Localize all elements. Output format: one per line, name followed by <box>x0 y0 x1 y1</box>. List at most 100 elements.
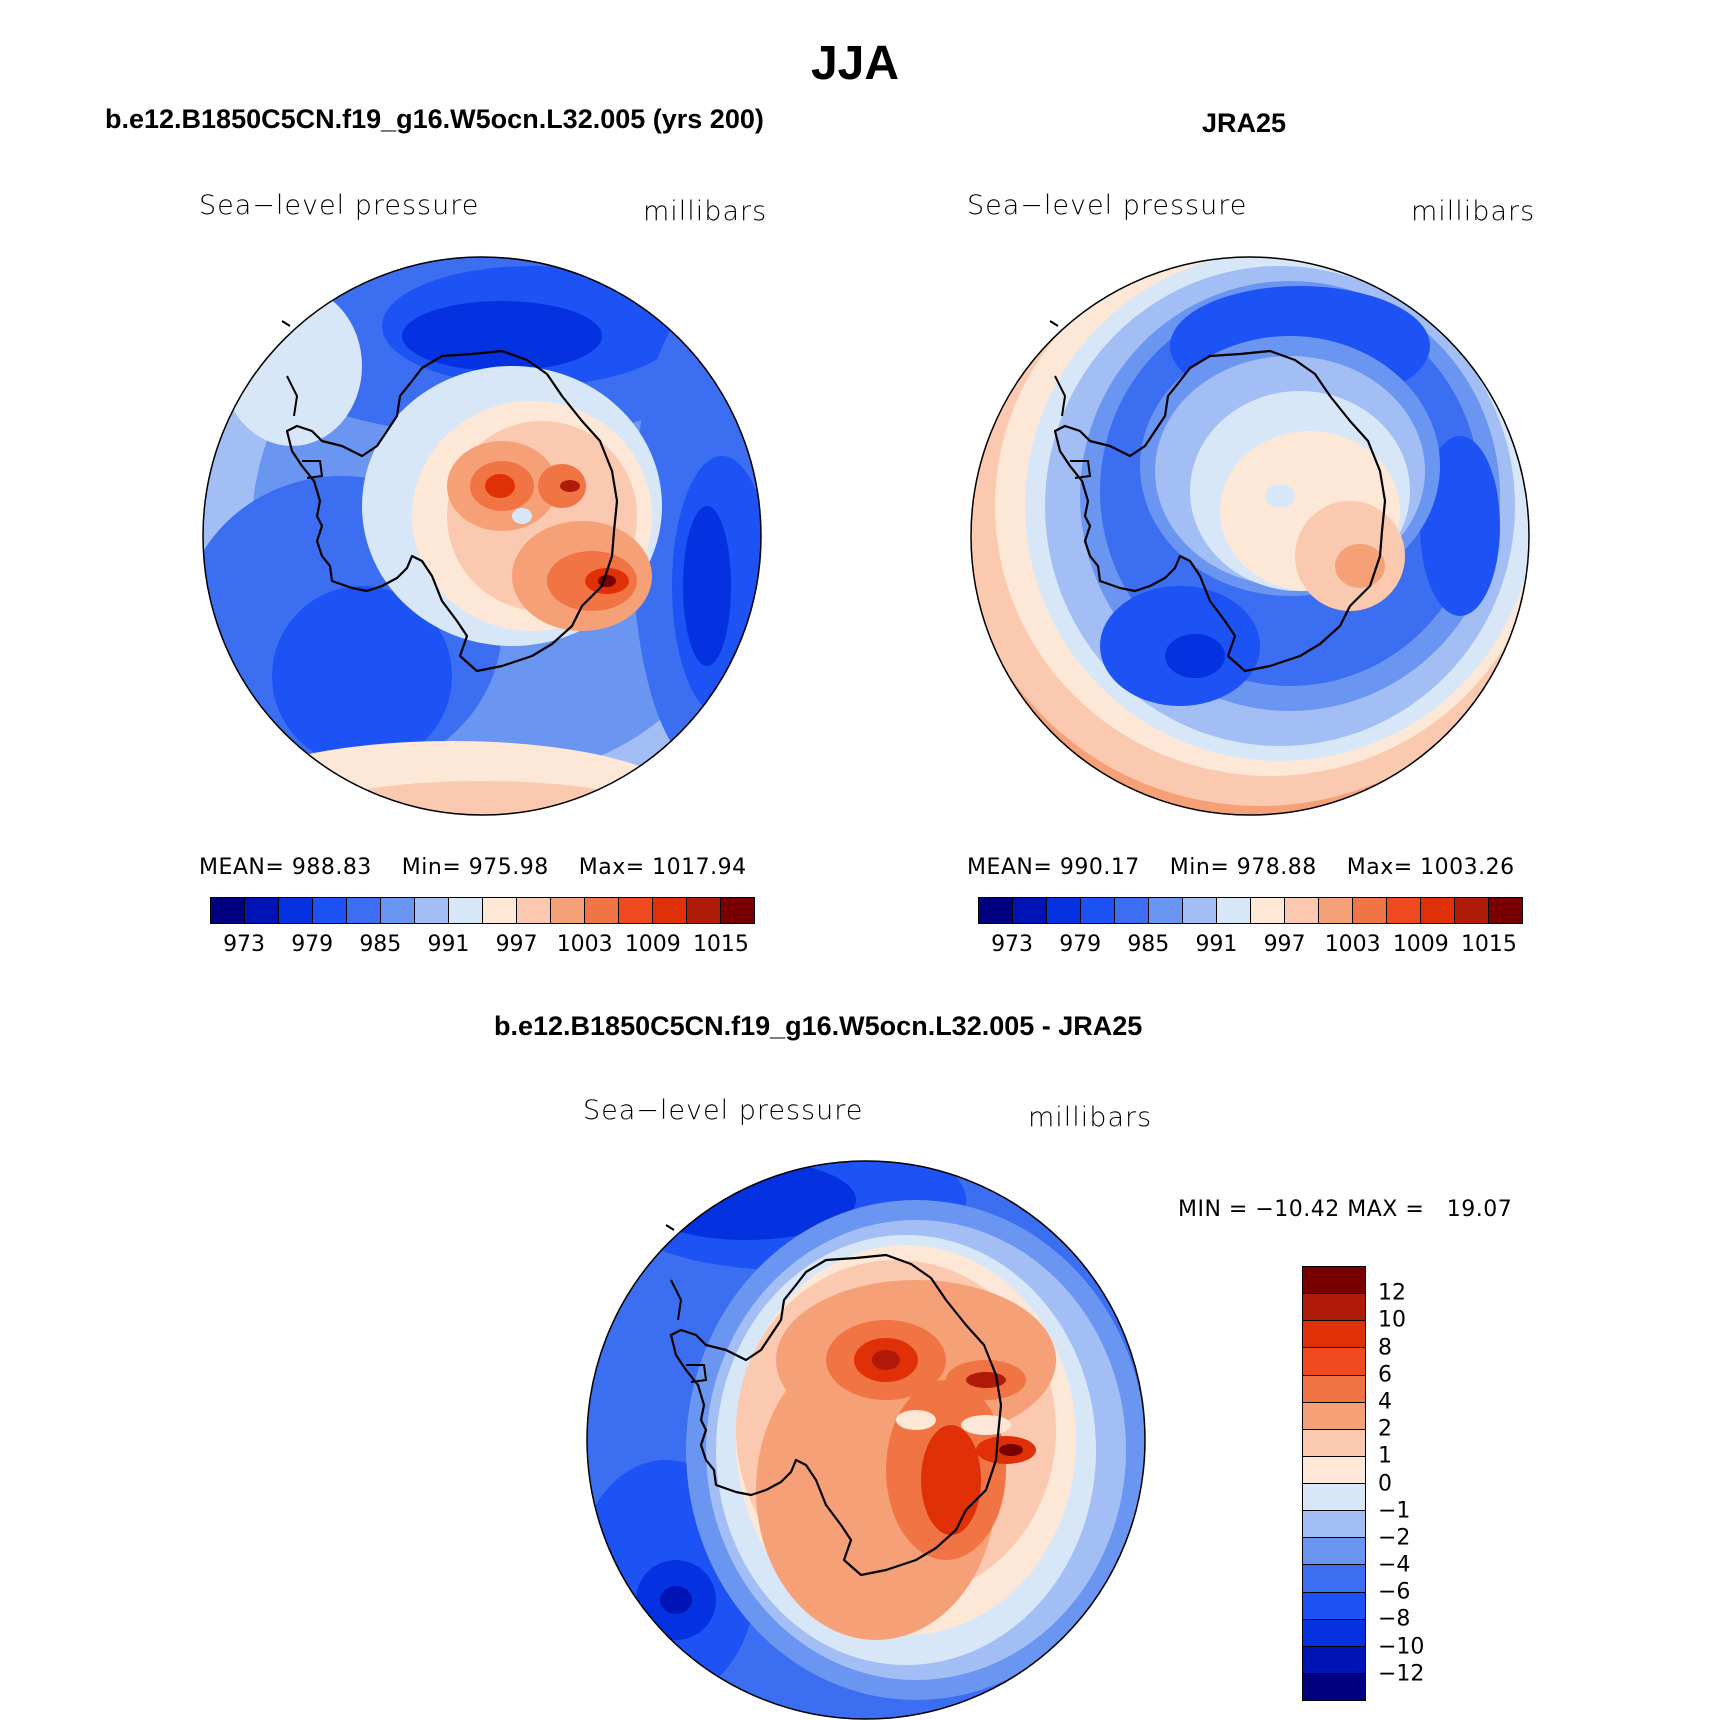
panel-1-max-label: Max= <box>578 855 645 880</box>
figure-title: JJA <box>810 37 900 90</box>
colorbar-tick-label: 1 <box>1378 1443 1392 1469</box>
colorbar-swatch <box>1303 1483 1365 1511</box>
colorbar-swatch <box>550 898 584 923</box>
panel-3-antarctica-coastline <box>669 1253 1003 1577</box>
colorbar-swatch <box>1352 898 1386 923</box>
colorbar-swatch <box>1454 898 1488 923</box>
colorbar-swatch <box>1303 1455 1365 1483</box>
colorbar-swatch <box>1114 898 1148 923</box>
colorbar-tick-label: 979 <box>1059 932 1102 957</box>
colorbar-tick-label: −8 <box>1378 1606 1411 1632</box>
panel-2-min-label: Min= <box>1169 855 1230 880</box>
panel-1-mean-label: MEAN= <box>199 855 285 880</box>
panel-2-mean-value: 990.17 <box>1059 855 1140 880</box>
colorbar-swatch <box>278 898 312 923</box>
colorbar-tick-label: 1009 <box>1392 932 1449 957</box>
colorbar-swatch <box>346 898 380 923</box>
colorbar-swatch <box>1303 1293 1365 1321</box>
colorbar-swatch <box>1284 898 1318 923</box>
colorbar-tick-label: 997 <box>495 932 538 957</box>
colorbar-tick-label: −12 <box>1378 1661 1425 1687</box>
panel-3-colorbar <box>1302 1266 1366 1701</box>
colorbar-swatch <box>516 898 550 923</box>
panel-1-max-value: 1017.94 <box>652 855 747 880</box>
panel-2-min-value: 978.88 <box>1236 855 1317 880</box>
colorbar-swatch <box>1303 1267 1365 1294</box>
colorbar-tick-label: 1015 <box>1460 932 1517 957</box>
colorbar-tick-label: −6 <box>1378 1579 1411 1605</box>
colorbar-swatch <box>244 898 278 923</box>
colorbar-swatch <box>1303 1645 1365 1673</box>
panel-3-case-title: b.e12.B1850C5CN.f19_g16.W5ocn.L32.005 - … <box>494 1011 1143 1041</box>
colorbar-tick-label: −2 <box>1378 1525 1411 1551</box>
panel-2-max-label: Max= <box>1346 855 1413 880</box>
colorbar-swatch <box>1386 898 1420 923</box>
colorbar-swatch <box>1303 1320 1365 1348</box>
panel-1-mean-value: 988.83 <box>291 855 372 880</box>
panel-1-polar-map <box>202 256 762 816</box>
panel-1-min-value: 975.98 <box>468 855 549 880</box>
panel-2-case-title: JRA25 <box>1202 108 1287 138</box>
colorbar-tick-label: 10 <box>1378 1307 1406 1333</box>
colorbar-swatch <box>1046 898 1080 923</box>
panel-3-min-max-text: MIN = −10.42 MAX = 19.07 <box>1178 1197 1513 1222</box>
colorbar-tick-label: −4 <box>1378 1552 1411 1578</box>
colorbar-swatch <box>1303 1510 1365 1538</box>
colorbar-tick-label: −10 <box>1378 1634 1425 1660</box>
colorbar-swatch <box>1488 898 1522 923</box>
colorbar-swatch <box>1303 1374 1365 1402</box>
colorbar-tick-label: 4 <box>1378 1389 1392 1415</box>
panel-1-stats: MEAN= 988.83 Min= 975.98 Max= 1017.94 <box>199 855 747 880</box>
colorbar-swatch <box>1080 898 1114 923</box>
colorbar-swatch <box>1303 1591 1365 1619</box>
panel-2-units-label: millibars <box>1411 196 1536 227</box>
colorbar-tick-label: 997 <box>1263 932 1306 957</box>
panel-1-min-label: Min= <box>401 855 462 880</box>
colorbar-swatch <box>618 898 652 923</box>
colorbar-swatch <box>211 898 244 923</box>
colorbar-swatch <box>1303 1347 1365 1375</box>
panel-3-variable-label: Sea−level pressure <box>583 1095 864 1126</box>
panel-2-polar-map <box>970 256 1530 816</box>
colorbar-swatch <box>1303 1618 1365 1646</box>
colorbar-tick-label: 973 <box>991 932 1034 957</box>
colorbar-tick-label: 985 <box>1127 932 1170 957</box>
panel-2-stats: MEAN= 990.17 Min= 978.88 Max= 1003.26 <box>967 855 1515 880</box>
colorbar-tick-label: 0 <box>1378 1471 1392 1496</box>
panel-1-units-label: millibars <box>643 196 768 227</box>
colorbar-tick-label: 8 <box>1378 1335 1392 1361</box>
colorbar-swatch <box>1303 1401 1365 1429</box>
colorbar-swatch <box>1216 898 1250 923</box>
panel-3-polar-map <box>586 1160 1146 1720</box>
colorbar-tick-label: 1003 <box>556 932 613 957</box>
colorbar-swatch <box>1318 898 1352 923</box>
colorbar-swatch <box>1012 898 1046 923</box>
colorbar-swatch <box>1303 1564 1365 1592</box>
colorbar-swatch <box>1250 898 1284 923</box>
colorbar-tick-label: 1003 <box>1324 932 1381 957</box>
panel-2-mean-label: MEAN= <box>967 855 1053 880</box>
colorbar-tick-label: 6 <box>1378 1362 1392 1388</box>
colorbar-tick-label: 979 <box>291 932 334 957</box>
colorbar-tick-label: 985 <box>359 932 402 957</box>
panel-3-units-label: millibars <box>1028 1102 1153 1133</box>
panel-1-antarctica-coastline <box>285 349 619 673</box>
colorbar-swatch <box>720 898 754 923</box>
colorbar-tick-label: 1015 <box>692 932 749 957</box>
colorbar-swatch <box>1420 898 1454 923</box>
colorbar-swatch <box>1303 1672 1365 1700</box>
colorbar-swatch <box>448 898 482 923</box>
colorbar-swatch <box>482 898 516 923</box>
panel-2-colorbar <box>978 897 1523 924</box>
panel-2-variable-label: Sea−level pressure <box>967 190 1248 221</box>
panel-1-colorbar <box>210 897 755 924</box>
colorbar-tick-label: 12 <box>1378 1280 1406 1306</box>
colorbar-swatch <box>686 898 720 923</box>
colorbar-tick-label: 973 <box>223 932 266 957</box>
colorbar-tick-label: −1 <box>1378 1498 1411 1524</box>
panel-1-case-title: b.e12.B1850C5CN.f19_g16.W5ocn.L32.005 (y… <box>105 104 764 134</box>
colorbar-swatch <box>652 898 686 923</box>
colorbar-swatch <box>979 898 1012 923</box>
colorbar-swatch <box>414 898 448 923</box>
colorbar-swatch <box>312 898 346 923</box>
